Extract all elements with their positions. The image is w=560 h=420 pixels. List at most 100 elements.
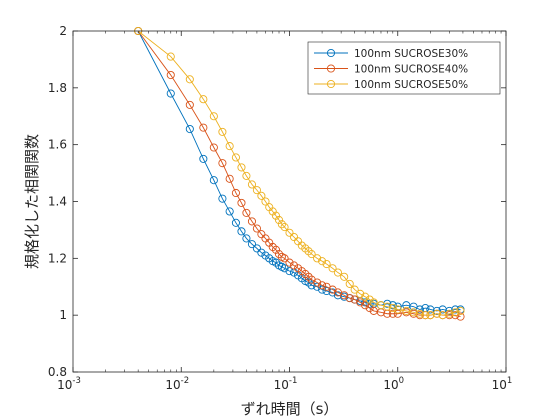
data-point — [199, 154, 208, 163]
data-point — [313, 254, 322, 263]
data-point — [388, 301, 397, 310]
data-point — [304, 278, 313, 287]
data-point — [393, 305, 402, 314]
data-point — [225, 174, 234, 183]
data-point — [209, 176, 218, 185]
plot-area — [134, 26, 465, 321]
data-point — [242, 208, 251, 217]
data-point — [445, 306, 454, 315]
data-point — [280, 264, 289, 273]
x-tick-base: 10 — [383, 378, 398, 392]
data-point — [340, 272, 349, 281]
data-point — [185, 100, 194, 109]
legend-label: 100nm SUCROSE30% — [354, 48, 468, 60]
x-tick-exponent: -1 — [289, 376, 297, 386]
data-point — [280, 254, 289, 263]
data-point — [199, 95, 208, 104]
y-tick-label: 1.4 — [48, 195, 67, 209]
data-point — [252, 224, 261, 233]
data-point — [274, 250, 284, 259]
data-point — [237, 163, 246, 172]
data-point — [271, 211, 281, 220]
legend-label: 100nm SUCROSE40% — [354, 64, 468, 76]
data-point — [350, 285, 359, 294]
data-point — [361, 301, 370, 310]
data-point — [415, 309, 424, 318]
data-point — [388, 304, 397, 313]
data-point — [365, 299, 374, 308]
data-point — [456, 312, 465, 321]
data-point — [277, 220, 286, 229]
data-point — [318, 285, 327, 294]
data-point — [247, 180, 257, 189]
data-point — [285, 258, 294, 267]
y-tick-label: 1.6 — [48, 138, 67, 152]
data-point — [333, 268, 342, 277]
series-line — [137, 30, 461, 312]
data-point — [451, 305, 460, 314]
x-tick-label: 10-1 — [274, 376, 298, 392]
x-axis-ticks: 10-3 10-2 10-1 100 101 — [57, 31, 512, 392]
x-tick-base: 10 — [492, 378, 507, 392]
data-point — [356, 298, 365, 307]
legend-marker — [326, 79, 336, 89]
x-tick-exponent: 0 — [399, 376, 404, 386]
legend-item: 100nm SUCROSE30% — [314, 48, 468, 60]
y-tick-label: 2 — [59, 24, 67, 38]
data-point — [199, 123, 208, 132]
data-point — [242, 234, 251, 243]
axes-box — [72, 30, 507, 373]
data-point — [237, 227, 246, 236]
data-point — [318, 257, 327, 266]
data-point — [271, 258, 281, 267]
data-point — [257, 230, 266, 239]
series-3 — [134, 26, 465, 320]
data-point — [333, 291, 342, 300]
data-point — [231, 218, 240, 227]
data-point — [318, 281, 327, 290]
data-point — [361, 298, 370, 307]
data-point — [345, 279, 354, 288]
data-point — [166, 89, 175, 98]
data-point — [356, 289, 365, 298]
data-point — [218, 159, 227, 168]
data-point — [185, 124, 194, 134]
data-point — [285, 228, 294, 237]
data-point — [383, 299, 392, 308]
data-point — [421, 311, 430, 320]
x-tick-base: 10 — [57, 378, 72, 392]
data-point — [289, 232, 299, 242]
data-point — [328, 264, 337, 273]
data-point — [257, 248, 266, 257]
x-tick-label: 10-3 — [57, 376, 81, 392]
y-tick-label: 1.2 — [48, 251, 67, 265]
series-line — [137, 30, 461, 316]
data-point — [237, 198, 246, 207]
legend-marker — [326, 64, 336, 73]
data-point — [231, 153, 240, 162]
legend-label: 100nm SUCROSE50% — [354, 79, 468, 91]
data-point — [388, 309, 397, 318]
y-axis-title: 規格化した相関関数 — [23, 134, 41, 269]
x-tick-label: 10-2 — [165, 376, 189, 392]
y-tick-label: 0.8 — [48, 365, 67, 379]
data-point — [369, 298, 378, 307]
x-tick-exponent: -2 — [181, 376, 189, 386]
data-point — [252, 244, 261, 253]
data-point — [280, 223, 289, 232]
data-point — [376, 301, 386, 310]
data-point — [451, 311, 460, 320]
data-point — [274, 215, 284, 225]
data-point — [247, 217, 257, 226]
legend-box — [307, 41, 501, 95]
data-point — [209, 112, 218, 121]
data-point — [166, 71, 175, 80]
data-point — [257, 191, 266, 200]
x-axis-title: ずれ時間（s） — [241, 400, 339, 418]
data-point — [345, 294, 354, 303]
legend-item: 100nm SUCROSE50% — [314, 79, 468, 91]
legend-marker — [326, 48, 336, 58]
data-point — [304, 272, 313, 281]
data-point — [432, 309, 441, 318]
